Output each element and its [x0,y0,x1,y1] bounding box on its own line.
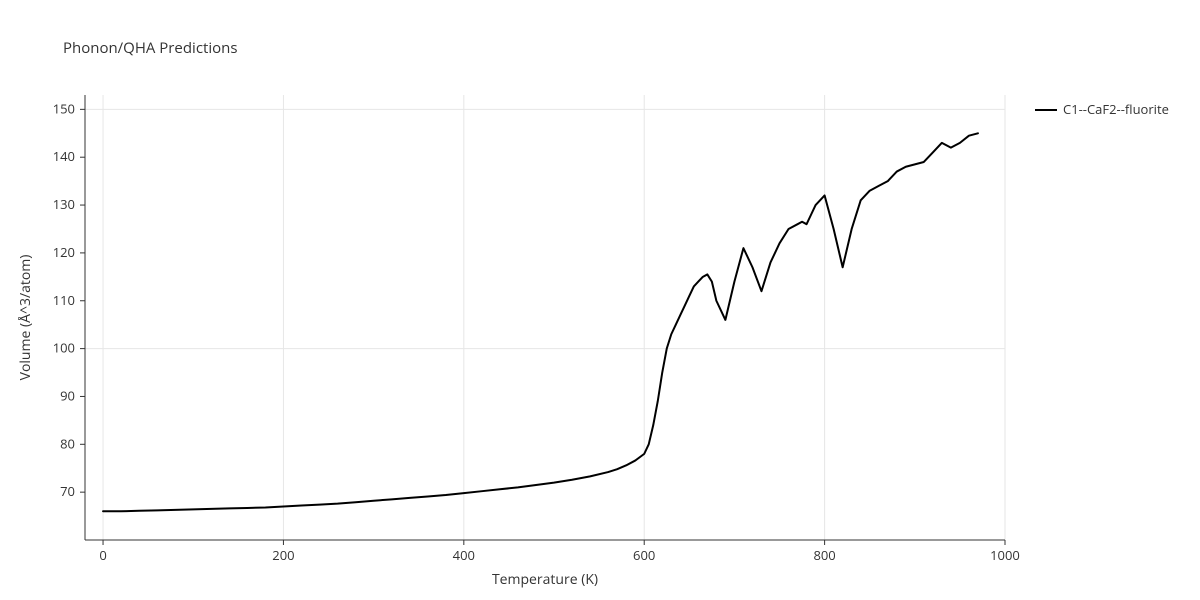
y-tick-label: 80 [60,434,75,452]
x-tick-label: 600 [633,546,655,564]
y-tick-label: 140 [53,147,75,165]
y-tick-label: 120 [53,243,75,261]
series-line [103,133,978,511]
y-tick-label: 100 [53,339,75,357]
x-tick-label: 400 [453,546,475,564]
x-tick-label: 1000 [990,546,1020,564]
y-tick-label: 90 [60,386,75,404]
y-tick-label: 150 [53,99,75,117]
x-tick-label: 200 [272,546,294,564]
chart-svg: 0 200 400 600 800 1000 70 80 90 100 110 120 130 140 15… [0,0,1200,600]
x-axis-label: Temperature (K) [492,570,598,589]
x-tick-label: 800 [813,546,835,564]
y-tick-label: 110 [53,291,75,309]
y-tick-label: 70 [60,482,75,500]
y-tick-label: 130 [53,195,75,213]
chart-container: Phonon/QHA Predictions 02004006008001000… [0,0,1200,600]
legend-label: C1--CaF2--fluorite [1063,100,1169,118]
y-axis-label: Volume (Å^3/atom) [16,255,35,381]
x-tick-label: 0 [99,546,106,564]
